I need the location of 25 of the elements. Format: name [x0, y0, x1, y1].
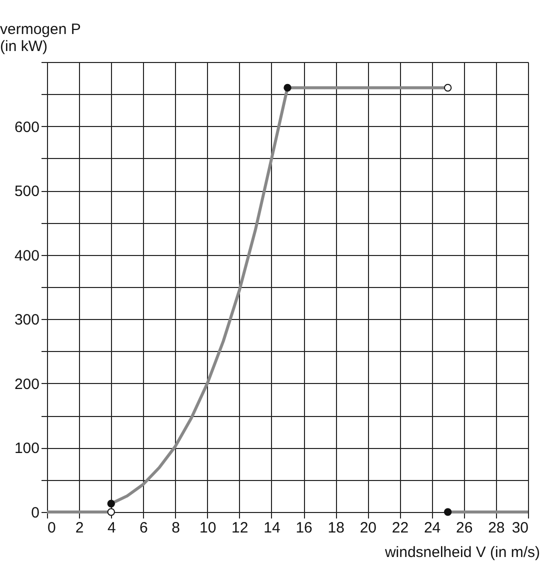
y-tick-label: 100: [14, 440, 40, 458]
x-tick-label: 22: [392, 520, 409, 536]
x-tick-label: 14: [264, 520, 280, 536]
x-tick-label: 4: [107, 520, 116, 536]
y-tick-label: 400: [14, 247, 40, 264]
x-axis-title: windsnelheid V (in m/s): [384, 544, 540, 561]
x-tick-label: 24: [424, 520, 441, 536]
x-tick-label: 0: [48, 520, 56, 536]
x-tick-label: 28: [488, 520, 505, 536]
x-tick-label: 20: [360, 520, 377, 536]
x-tick-label: 12: [232, 520, 248, 536]
x-tick-label: 8: [172, 520, 180, 536]
x-tick-label: 30: [512, 520, 528, 536]
x-tick-label: 10: [199, 520, 216, 536]
y-tick-label: 300: [14, 312, 40, 329]
x-tick-label: 18: [328, 520, 344, 536]
y-tick-label: 0: [31, 504, 40, 522]
y-tick-label: 600: [14, 118, 40, 136]
x-tick-label: 2: [75, 520, 84, 536]
x-tick-label: 6: [140, 520, 148, 536]
x-tick-label: 16: [296, 520, 312, 536]
x-tick-label: 26: [456, 520, 473, 536]
y-axis-title: vermogen P (in kW): [0, 21, 81, 55]
y-tick-label: 500: [14, 183, 40, 200]
y-tick-label: 200: [14, 376, 40, 393]
